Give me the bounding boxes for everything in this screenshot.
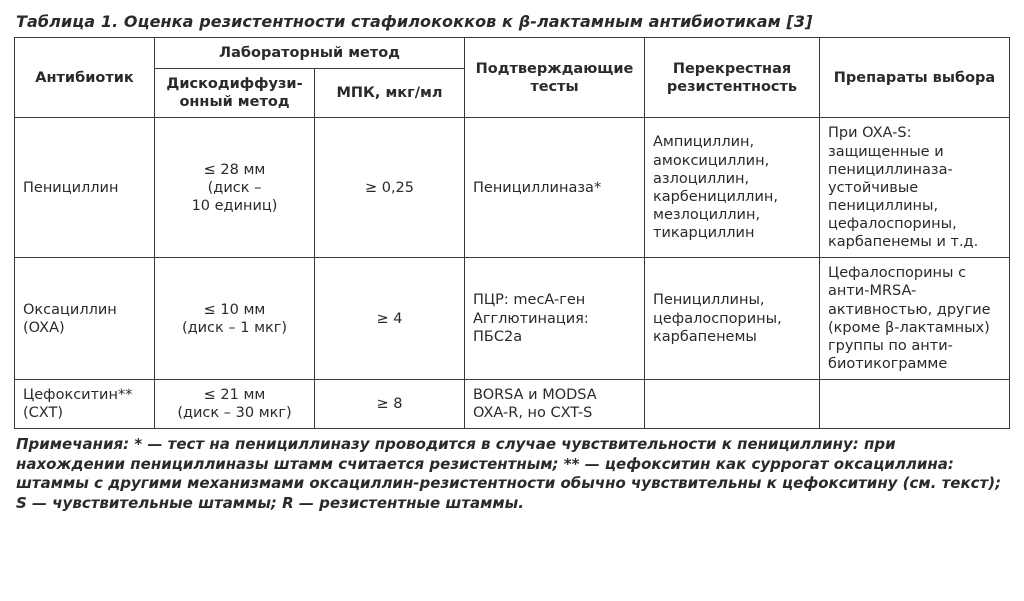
cell-confirm: ПЦР: mecA-генАгглютинация: ПБС2а: [465, 258, 645, 380]
cell-disc: ≤ 28 мм(диск –10 единиц): [155, 118, 315, 258]
col-antibiotic: Антибиотик: [15, 38, 155, 118]
cell-cross: Пенициллины, цефалоспорины, карбапенемы: [645, 258, 820, 380]
table-row: Оксациллин (OXA) ≤ 10 мм(диск – 1 мкг) ≥…: [15, 258, 1010, 380]
cell-cross: [645, 380, 820, 429]
table-notes: Примечания: * — тест на пенициллиназу пр…: [16, 435, 1008, 513]
col-confirm: Подтверждаю­щие тесты: [465, 38, 645, 118]
cell-mpk: ≥ 8: [315, 380, 465, 429]
cell-antibiotic: Оксациллин (OXA): [15, 258, 155, 380]
col-drugs: Препараты выбора: [820, 38, 1010, 118]
cell-disc: ≤ 21 мм(диск – 30 мкг): [155, 380, 315, 429]
cell-drugs: [820, 380, 1010, 429]
cell-drugs: При OXA-S: защищенные и пенициллина­за-у…: [820, 118, 1010, 258]
cell-mpk: ≥ 0,25: [315, 118, 465, 258]
col-disc-diffusion: Дискодиффузи­онный метод: [155, 69, 315, 118]
table-row: Цефокситин** (CXT) ≤ 21 мм(диск – 30 мкг…: [15, 380, 1010, 429]
header-row-1: Антибиотик Лабораторный метод Подтвержда…: [15, 38, 1010, 69]
table-title: Таблица 1. Оценка резистентности стафило…: [16, 12, 1010, 31]
cell-mpk: ≥ 4: [315, 258, 465, 380]
cell-antibiotic: Пенициллин: [15, 118, 155, 258]
col-cross: Перекрестная резистентность: [645, 38, 820, 118]
cell-cross: Ампициллин, амоксициллин, азлоциллин, ка…: [645, 118, 820, 258]
cell-confirm: Пенициллиназа*: [465, 118, 645, 258]
cell-confirm: BORSA и MODSAOXA-R, но CXT-S: [465, 380, 645, 429]
col-lab-method: Лабораторный метод: [155, 38, 465, 69]
resistance-table: Антибиотик Лабораторный метод Подтвержда…: [14, 37, 1010, 429]
table-body: Пенициллин ≤ 28 мм(диск –10 единиц) ≥ 0,…: [15, 118, 1010, 429]
cell-drugs: Цефалоспорины с анти-MRSA-активностью, д…: [820, 258, 1010, 380]
col-mpk: МПК, мкг/мл: [315, 69, 465, 118]
table-row: Пенициллин ≤ 28 мм(диск –10 единиц) ≥ 0,…: [15, 118, 1010, 258]
cell-disc: ≤ 10 мм(диск – 1 мкг): [155, 258, 315, 380]
cell-antibiotic: Цефокситин** (CXT): [15, 380, 155, 429]
